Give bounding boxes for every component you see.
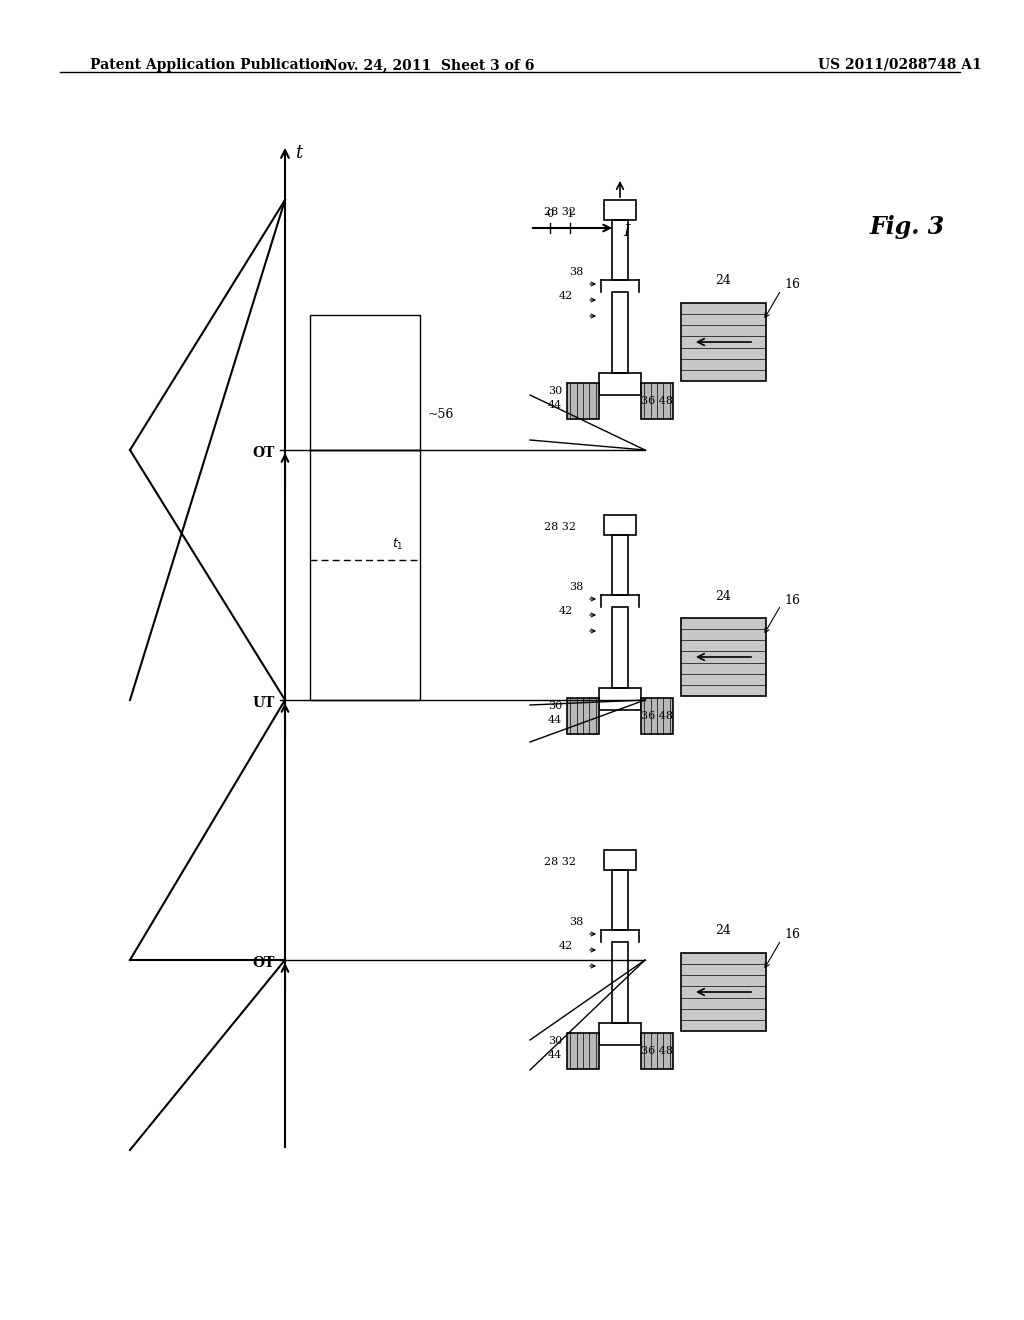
- Text: 16: 16: [784, 279, 800, 292]
- Text: 24: 24: [716, 275, 731, 288]
- Bar: [604, 515, 636, 535]
- Text: ~56: ~56: [428, 408, 455, 421]
- Text: 16: 16: [784, 594, 800, 606]
- Bar: [612, 942, 628, 1023]
- Text: 16: 16: [784, 928, 800, 941]
- Text: 42: 42: [559, 941, 573, 950]
- Text: OT: OT: [253, 446, 275, 459]
- Bar: [612, 535, 628, 595]
- Text: 36 48: 36 48: [641, 1045, 673, 1056]
- Text: 36 48: 36 48: [641, 396, 673, 407]
- Text: Fig. 3: Fig. 3: [870, 215, 945, 239]
- Text: 38: 38: [568, 267, 583, 277]
- Bar: [641, 383, 673, 418]
- Text: $t_1$: $t_1$: [392, 536, 403, 552]
- Text: OT: OT: [253, 956, 275, 970]
- Text: 1: 1: [566, 209, 573, 219]
- Bar: [612, 607, 628, 688]
- Text: 42: 42: [559, 606, 573, 616]
- Bar: [310, 315, 420, 450]
- Text: 42: 42: [559, 290, 573, 301]
- Bar: [599, 374, 641, 395]
- Text: 0: 0: [547, 209, 554, 219]
- Text: 30: 30: [548, 701, 562, 711]
- Bar: [599, 688, 641, 710]
- Bar: [681, 304, 766, 381]
- Text: US 2011/0288748 A1: US 2011/0288748 A1: [818, 58, 982, 73]
- Text: 36 48: 36 48: [641, 711, 673, 721]
- Text: 38: 38: [568, 582, 583, 591]
- Bar: [604, 201, 636, 220]
- Bar: [599, 1023, 641, 1045]
- Text: Patent Application Publication: Patent Application Publication: [90, 58, 330, 73]
- Bar: [604, 850, 636, 870]
- Text: t: t: [295, 144, 302, 162]
- Bar: [567, 383, 599, 418]
- Text: Nov. 24, 2011  Sheet 3 of 6: Nov. 24, 2011 Sheet 3 of 6: [326, 58, 535, 73]
- Bar: [612, 220, 628, 280]
- Text: 28 32: 28 32: [544, 521, 575, 532]
- Text: 28 32: 28 32: [544, 857, 575, 867]
- Text: I: I: [623, 223, 630, 240]
- Bar: [681, 618, 766, 696]
- Bar: [641, 698, 673, 734]
- Bar: [612, 292, 628, 374]
- Bar: [641, 1034, 673, 1069]
- Text: 38: 38: [568, 917, 583, 927]
- Text: 24: 24: [716, 924, 731, 937]
- Text: 24: 24: [716, 590, 731, 602]
- Text: 44: 44: [548, 1049, 562, 1060]
- Text: 30: 30: [548, 1036, 562, 1045]
- Bar: [310, 450, 420, 700]
- Bar: [567, 1034, 599, 1069]
- Text: 44: 44: [548, 400, 562, 411]
- Text: UT: UT: [253, 696, 275, 710]
- Text: 44: 44: [548, 715, 562, 725]
- Text: 30: 30: [548, 385, 562, 396]
- Bar: [612, 870, 628, 931]
- Text: 28 32: 28 32: [544, 207, 575, 216]
- Bar: [681, 953, 766, 1031]
- Bar: [567, 698, 599, 734]
